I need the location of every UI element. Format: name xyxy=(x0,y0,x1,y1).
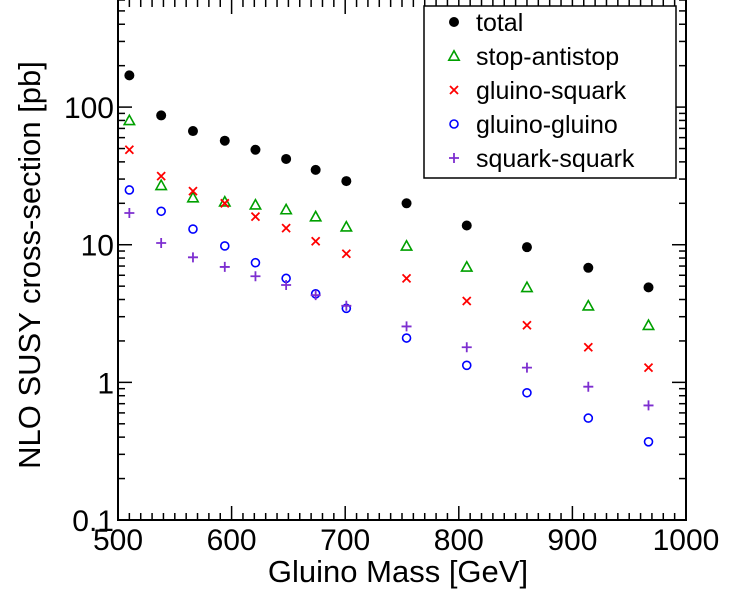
legend-marker xyxy=(449,153,459,163)
data-point xyxy=(188,224,198,234)
data-point xyxy=(281,279,292,290)
data-point xyxy=(401,198,412,209)
data-point xyxy=(581,298,595,311)
legend-marker xyxy=(449,119,459,129)
data-point xyxy=(122,113,136,126)
data-point xyxy=(341,176,352,187)
y-tick-label: 10 xyxy=(81,230,114,263)
series-gluino-squark xyxy=(124,145,654,373)
data-point xyxy=(219,261,230,272)
series-gluino-gluino xyxy=(124,185,654,447)
x-tick-label: 900 xyxy=(547,524,597,557)
legend-label: stop-antistop xyxy=(476,43,619,71)
data-point xyxy=(219,241,230,251)
data-point xyxy=(643,400,654,411)
data-point xyxy=(156,206,166,217)
data-point xyxy=(341,249,351,259)
data-point xyxy=(156,171,166,181)
data-point xyxy=(188,186,198,196)
legend-box xyxy=(423,5,677,179)
data-point xyxy=(250,212,261,222)
data-point xyxy=(124,208,135,219)
data-point xyxy=(156,110,167,121)
data-point xyxy=(401,321,412,332)
y-tick-label: 100 xyxy=(64,92,114,125)
data-point xyxy=(522,387,532,398)
data-point xyxy=(460,260,474,272)
data-point xyxy=(250,144,261,155)
data-point xyxy=(583,342,593,352)
data-point xyxy=(401,333,412,343)
data-point xyxy=(248,197,263,210)
data-point xyxy=(250,271,261,282)
data-point xyxy=(641,318,656,331)
y-tick-label: 0.1 xyxy=(72,505,114,538)
data-point xyxy=(461,220,472,231)
data-point xyxy=(281,223,291,233)
data-point xyxy=(281,153,292,164)
x-tick-label: 700 xyxy=(320,524,370,557)
legend-marker xyxy=(449,17,459,27)
data-point xyxy=(643,282,654,293)
data-point xyxy=(643,436,654,447)
data-point xyxy=(279,202,293,215)
legend-label: gluino-gluino xyxy=(476,111,618,139)
data-point xyxy=(341,300,352,311)
y-tick-label: 1 xyxy=(97,367,114,400)
data-point xyxy=(154,178,168,191)
data-point xyxy=(461,360,472,371)
data-point xyxy=(218,194,232,207)
data-point xyxy=(220,198,230,208)
data-point xyxy=(522,320,532,330)
x-tick-label: 500 xyxy=(93,524,143,557)
series-total xyxy=(124,70,654,293)
data-point xyxy=(187,252,198,263)
data-point xyxy=(339,219,353,232)
legend-label: total xyxy=(476,9,523,37)
series-squark-squark xyxy=(124,208,654,411)
data-point xyxy=(311,236,321,246)
legend-label: squark-squark xyxy=(476,145,635,173)
data-point xyxy=(521,362,532,373)
data-point xyxy=(124,185,135,195)
x-tick-label: 1000 xyxy=(653,524,720,557)
data-point xyxy=(583,262,594,273)
data-point xyxy=(461,342,472,353)
x-axis-label: Gluino Mass [GeV] xyxy=(268,554,528,589)
data-point xyxy=(583,413,594,423)
legend-marker xyxy=(449,85,459,95)
x-tick-label: 600 xyxy=(207,524,257,557)
x-tick-label: 800 xyxy=(434,524,484,557)
data-point xyxy=(462,296,472,306)
data-point xyxy=(187,126,198,137)
data-point xyxy=(520,280,534,293)
legend-marker xyxy=(447,49,461,61)
data-point xyxy=(156,237,167,248)
data-point xyxy=(583,381,594,392)
data-point xyxy=(310,164,321,175)
legend-label: gluino-squark xyxy=(476,77,627,105)
data-point xyxy=(401,273,412,283)
data-point xyxy=(186,190,200,203)
data-point xyxy=(124,70,135,81)
data-point xyxy=(219,135,230,146)
data-point xyxy=(399,239,414,251)
y-axis-label: NLO SUSY cross-section [pb] xyxy=(12,61,47,469)
data-point xyxy=(310,290,321,301)
data-point xyxy=(124,145,134,155)
data-point xyxy=(250,257,261,268)
data-point xyxy=(643,362,654,373)
data-point xyxy=(309,209,323,222)
data-point xyxy=(521,242,532,253)
